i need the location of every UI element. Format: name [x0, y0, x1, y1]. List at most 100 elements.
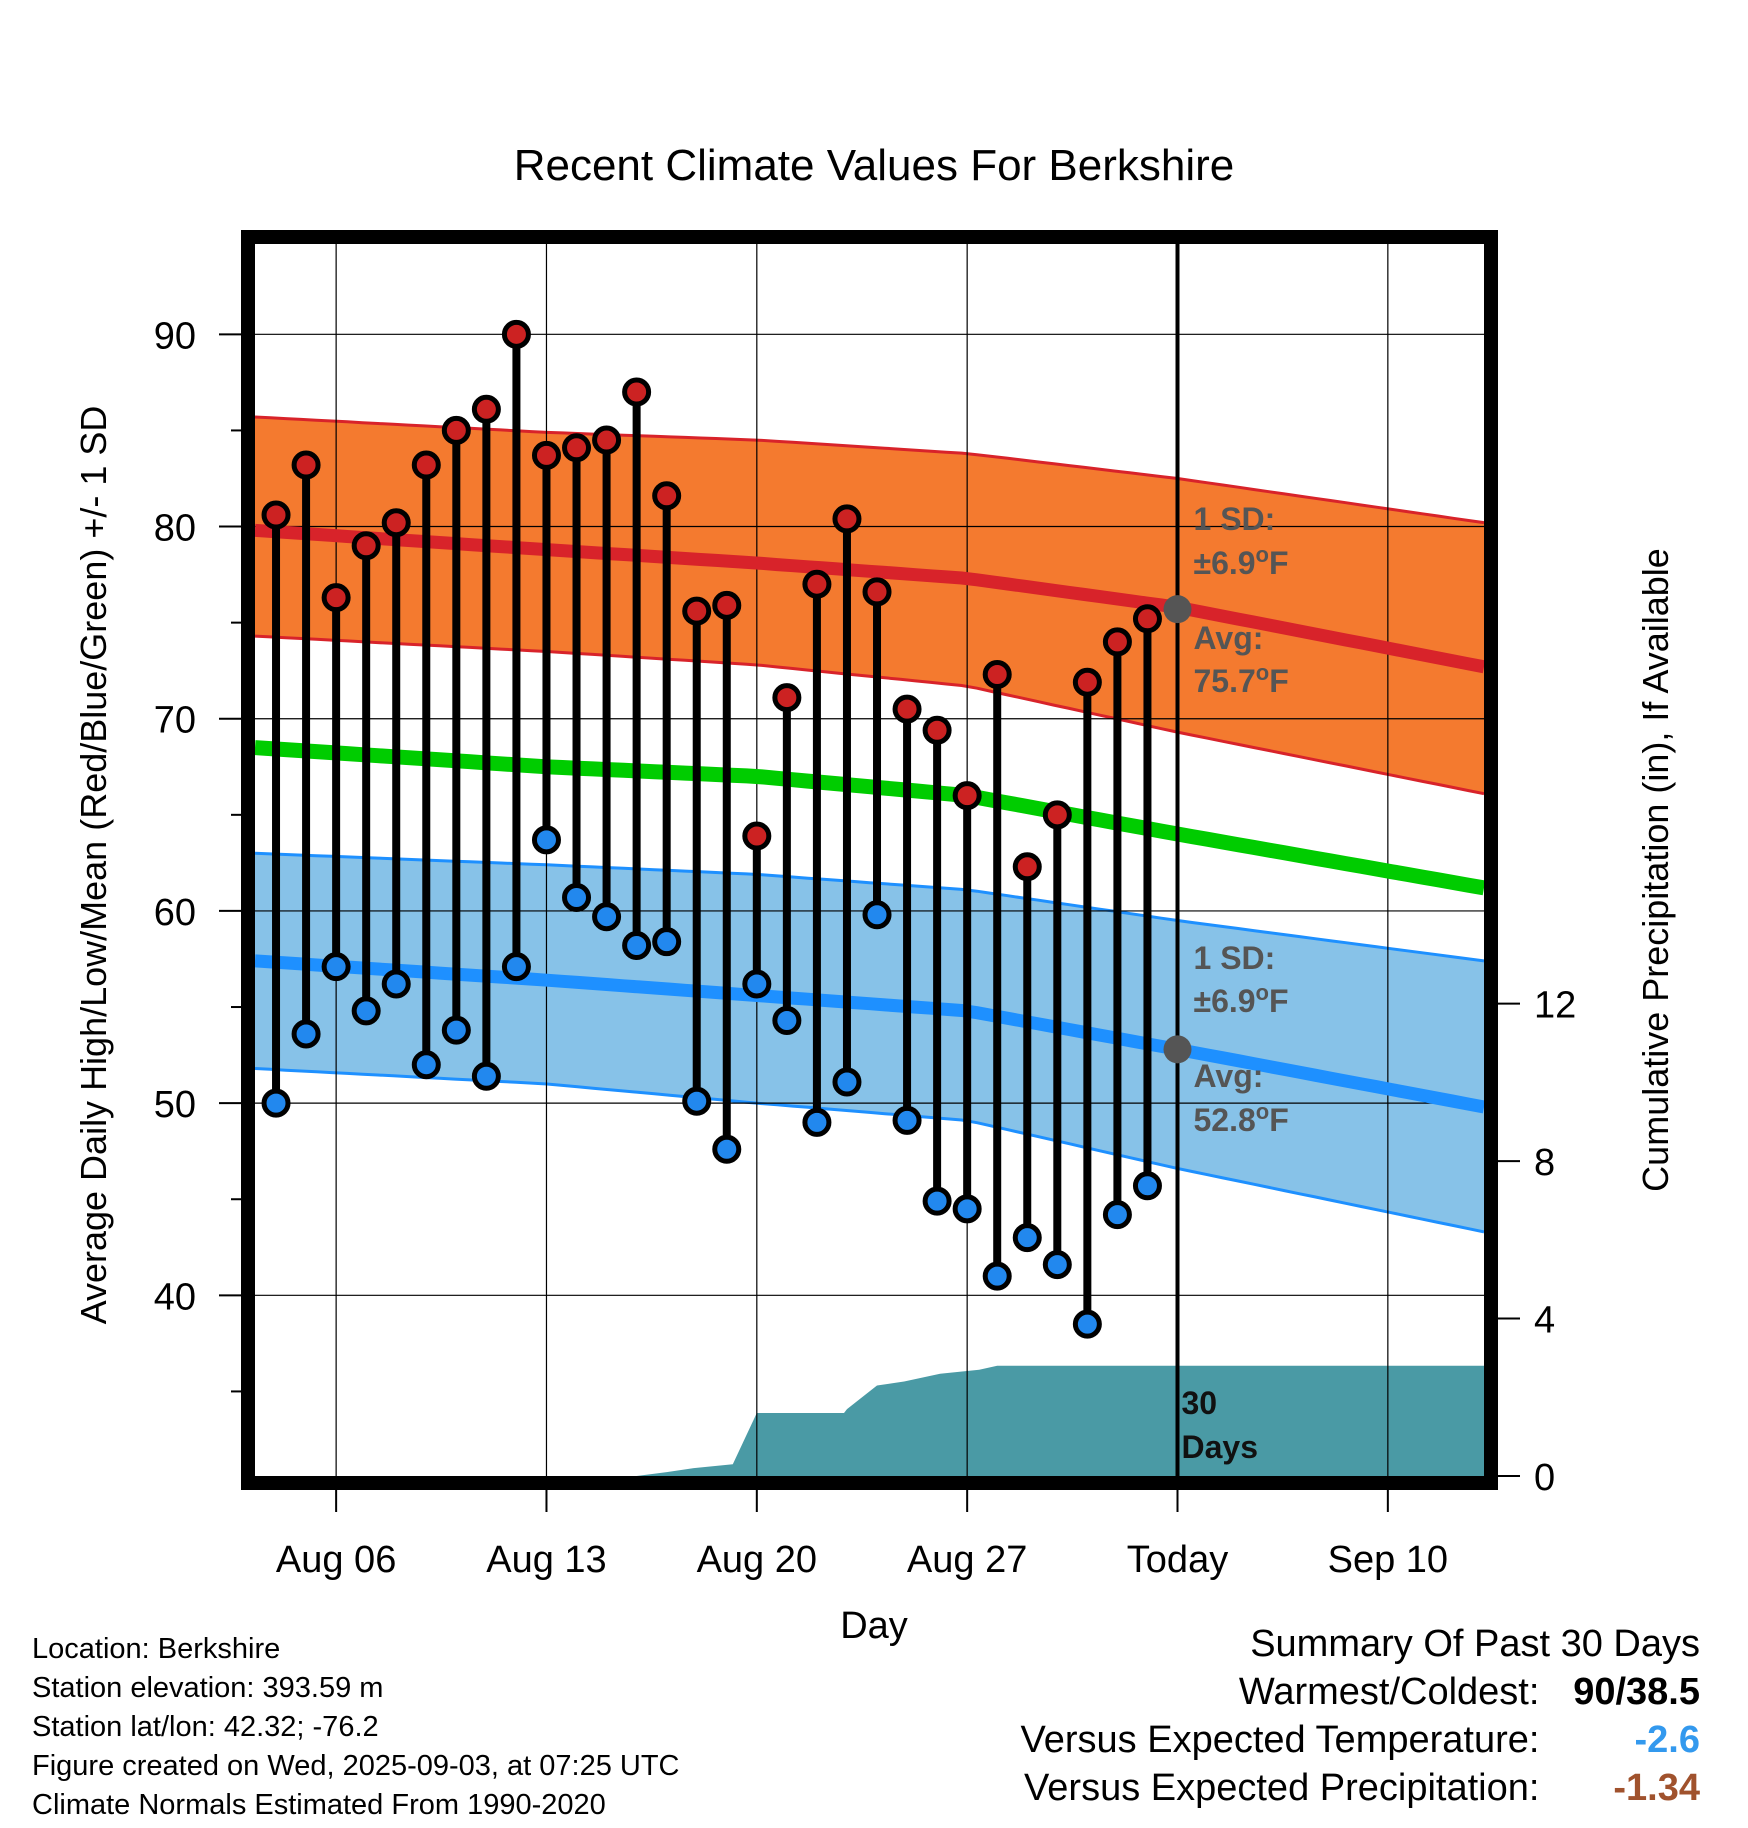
y-tick-label: 70	[154, 700, 196, 742]
daily-high-point	[652, 481, 682, 511]
daily-low-point	[862, 900, 892, 930]
high-sd-value: ±6.9oF	[1194, 542, 1289, 581]
y2-axis-label: Cumulative Precipitation (in), If Availa…	[1635, 548, 1676, 1192]
daily-low-point	[682, 1086, 712, 1116]
y2-tick-label: 12	[1534, 985, 1576, 1027]
daily-high-point	[351, 531, 381, 561]
daily-high-point	[982, 660, 1012, 690]
temp-anomaly-label: Versus Expected Temperature:	[1020, 1719, 1540, 1761]
daily-high-point	[802, 569, 832, 599]
daily-high-point	[441, 415, 471, 445]
daily-high-point	[562, 433, 592, 463]
daily-high-point	[862, 577, 892, 607]
plot-area: 1 SD: ±6.9oF Avg: 75.7oF 1 SD: ±6.9oF Avg: 52.8…	[154, 230, 1576, 1581]
daily-low-point	[892, 1105, 922, 1135]
daily-high-point	[832, 504, 862, 534]
y-tick-label: 60	[154, 892, 196, 934]
precip-anomaly-value: -1.34	[1613, 1767, 1700, 1809]
chart-title: Recent Climate Values For Berkshire	[514, 141, 1235, 190]
y-tick-label: 80	[154, 508, 196, 550]
x-tick-label: Aug 06	[276, 1539, 396, 1581]
daily-low-point	[802, 1107, 832, 1137]
daily-low-point	[742, 969, 772, 999]
low-sd-value: ±6.9oF	[1194, 980, 1289, 1019]
precip-row: Versus Expected Precipitation: -1.34	[1021, 1764, 1700, 1812]
temp-anomaly-value: -2.6	[1634, 1719, 1700, 1761]
warm-cold-label: Warmest/Coldest:	[1238, 1671, 1540, 1713]
plot-content: 1 SD: ±6.9oF Avg: 75.7oF 1 SD: ±6.9oF Avg: 52.8…	[255, 244, 1484, 1476]
high-avg-value: 75.7oF	[1194, 660, 1289, 699]
daily-high-point	[712, 590, 742, 620]
plot-frame	[241, 230, 1498, 1490]
y2-tick-label: 4	[1534, 1300, 1555, 1342]
daily-low-point	[471, 1061, 501, 1091]
days-number: 30	[1182, 1385, 1218, 1421]
temp-row: Versus Expected Temperature: -2.6	[1021, 1716, 1700, 1764]
daily-low-point	[441, 1015, 471, 1045]
daily-low-point	[592, 902, 622, 932]
daily-high-point	[892, 694, 922, 724]
summary-panel: Summary Of Past 30 Days Warmest/Coldest:…	[1021, 1620, 1700, 1812]
low-avg-label: Avg:	[1194, 1058, 1264, 1094]
warm-cold-row: Warmest/Coldest: 90/38.5	[1021, 1668, 1700, 1716]
daily-low-point	[952, 1194, 982, 1224]
daily-low-point	[1012, 1223, 1042, 1253]
warm-cold-value: 90/38.5	[1573, 1671, 1700, 1713]
days-word: Days	[1182, 1429, 1259, 1465]
x-tick-label: Aug 27	[907, 1539, 1027, 1581]
created-text: Figure created on Wed, 2025-09-03, at 07…	[32, 1750, 680, 1782]
x-axis-label: Day	[840, 1605, 908, 1647]
daily-low-point	[501, 952, 531, 982]
daily-high-point	[1072, 667, 1102, 697]
daily-low-point	[531, 825, 561, 855]
daily-low-point	[411, 1050, 441, 1080]
elevation-text: Station elevation: 393.59 m	[32, 1672, 384, 1704]
y-tick-label: 90	[154, 315, 196, 357]
today-high-avg-marker	[1163, 595, 1192, 624]
daily-high-point	[922, 715, 952, 745]
y-tick-label: 40	[154, 1276, 196, 1318]
daily-low-point	[261, 1088, 291, 1118]
daily-low-point	[922, 1186, 952, 1216]
low-sd-lower-line	[255, 1067, 1484, 1234]
x-tick-label: Sep 10	[1328, 1539, 1448, 1581]
daily-high-point	[682, 596, 712, 626]
daily-high-point	[411, 450, 441, 480]
daily-high-point	[321, 583, 351, 613]
latlon-text: Station lat/lon: 42.32; -76.2	[32, 1711, 379, 1743]
daily-low-point	[351, 996, 381, 1026]
x-tick-label: Aug 20	[697, 1539, 817, 1581]
normals-text: Climate Normals Estimated From 1990-2020	[32, 1789, 606, 1821]
x-tick-label: Aug 13	[486, 1539, 606, 1581]
daily-high-point	[952, 781, 982, 811]
daily-low-point	[562, 882, 592, 912]
daily-low-point	[381, 969, 411, 999]
daily-low-point	[712, 1134, 742, 1164]
daily-low-point	[772, 1005, 802, 1035]
y-axis-label: Average Daily High/Low/Mean (Red/Blue/Gr…	[73, 406, 114, 1325]
y-tick-label: 50	[154, 1084, 196, 1126]
daily-low-point	[291, 1019, 321, 1049]
daily-high-point	[381, 508, 411, 538]
high-sd-band	[255, 417, 1484, 794]
daily-high-point	[471, 394, 501, 424]
y2-tick-label: 8	[1534, 1142, 1555, 1184]
daily-high-point	[742, 821, 772, 851]
daily-high-point	[291, 450, 321, 480]
daily-low-point	[1042, 1250, 1072, 1280]
today-low-avg-marker	[1163, 1035, 1192, 1064]
daily-low-point	[1132, 1171, 1162, 1201]
location-text: Location: Berkshire	[32, 1633, 281, 1665]
summary-header: Summary Of Past 30 Days	[1250, 1623, 1700, 1665]
daily-low-point	[622, 931, 652, 961]
low-sd-label: 1 SD:	[1194, 940, 1276, 976]
daily-high-point	[592, 425, 622, 455]
station-info: Location: Berkshire Station elevation: 3…	[32, 1630, 680, 1825]
precip-anomaly-label: Versus Expected Precipitation:	[1024, 1767, 1540, 1809]
daily-high-point	[1132, 604, 1162, 634]
high-avg-label: Avg:	[1194, 620, 1264, 656]
daily-low-point	[652, 927, 682, 957]
y2-tick-label: 0	[1534, 1457, 1555, 1499]
daily-high-point	[501, 319, 531, 349]
